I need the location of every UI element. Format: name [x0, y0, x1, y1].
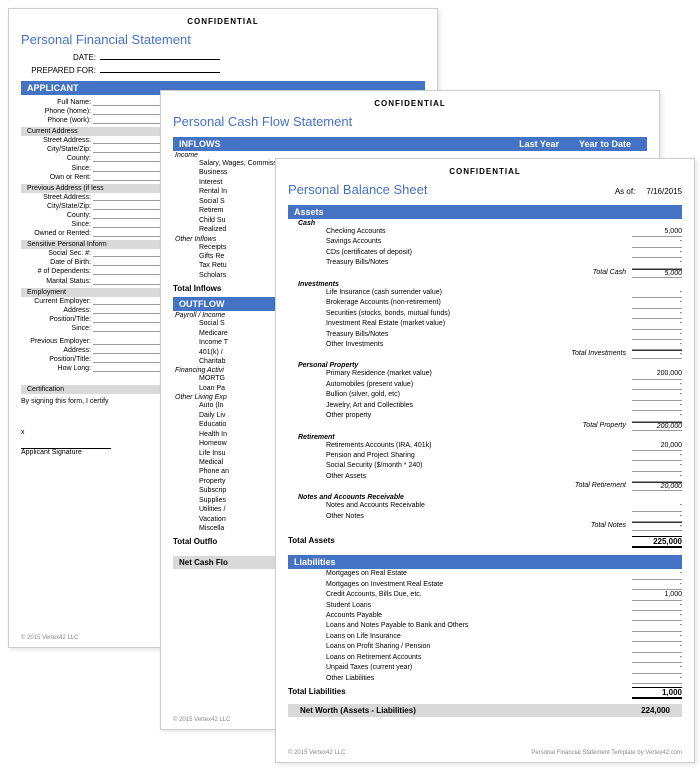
confidential-label: CONFIDENTIAL	[161, 91, 659, 110]
line-item[interactable]: Social Security ($/month * 240)-	[276, 461, 694, 471]
line-item[interactable]: Pension and Project Sharing-	[276, 451, 694, 461]
retirement-subsection: Retirement	[276, 433, 694, 441]
prepared-for-field[interactable]: PREPARED FOR:	[9, 64, 437, 77]
total-assets: Total Assets225,000	[276, 533, 694, 551]
liabilities-header: Liabilities	[288, 555, 682, 569]
property-subsection: Personal Property	[276, 361, 694, 369]
total-liabilities: Total Liabilities1,000	[276, 684, 694, 702]
line-item[interactable]: Jewelry, Art and Collectibles-	[276, 401, 694, 411]
total-cash: Total Cash5,000	[276, 269, 694, 280]
cash-subsection: Cash	[276, 219, 694, 227]
line-item[interactable]: Bullion (silver, gold, etc)-	[276, 390, 694, 400]
line-item[interactable]: Retirements Accounts (IRA, 401k)20,000	[276, 441, 694, 451]
net-worth: Net Worth (Assets - Liabilities)224,000	[288, 704, 682, 717]
balance-sheet-page: CONFIDENTIAL Personal Balance Sheet As o…	[275, 158, 695, 763]
confidential-label: CONFIDENTIAL	[9, 9, 437, 28]
line-item[interactable]: Mortgages on Investment Real Estate-	[276, 580, 694, 590]
inflows-header: INFLOWS Last Year Year to Date	[173, 137, 647, 151]
page-title: Personal Balance Sheet As of: 7/16/2015	[276, 178, 694, 201]
investments-subsection: Investments	[276, 280, 694, 288]
line-item[interactable]: Other Assets-	[276, 472, 694, 482]
line-item[interactable]: Investment Real Estate (market value)-	[276, 319, 694, 329]
line-item[interactable]: Student Loans-	[276, 601, 694, 611]
total-retirement: Total Retirement20,000	[276, 482, 694, 493]
line-item[interactable]: Other property-	[276, 411, 694, 421]
line-item[interactable]: Treasury Bills/Notes-	[276, 258, 694, 268]
line-item[interactable]: Loans on Life Insurance-	[276, 632, 694, 642]
line-item[interactable]: Loans on Retirement Accounts-	[276, 653, 694, 663]
confidential-label: CONFIDENTIAL	[276, 159, 694, 178]
line-item[interactable]: Securities (stocks, bonds, mutual funds)…	[276, 309, 694, 319]
line-item[interactable]: CDs (certificates of deposit)-	[276, 248, 694, 258]
line-item[interactable]: Notes and Accounts Receivable-	[276, 501, 694, 511]
line-item[interactable]: Brokerage Accounts (non-retirement)-	[276, 298, 694, 308]
total-notes: Total Notes-	[276, 522, 694, 533]
line-item[interactable]: Mortgages on Real Estate-	[276, 569, 694, 579]
line-item[interactable]: Savings Accounts-	[276, 237, 694, 247]
line-item[interactable]: Loans on Profit Sharing / Pension-	[276, 642, 694, 652]
line-item[interactable]: Primary Residence (market value)200,000	[276, 369, 694, 379]
date-field[interactable]: DATE:	[9, 51, 437, 64]
footer: © 2015 Vertex42 LLCPersonal Financial St…	[288, 750, 682, 756]
line-item[interactable]: Automobiles (present value)-	[276, 380, 694, 390]
notes-subsection: Notes and Accounts Receivable	[276, 493, 694, 501]
page-title: Personal Cash Flow Statement	[161, 110, 659, 133]
line-item[interactable]: Other Investments-	[276, 340, 694, 350]
line-item[interactable]: Unpaid Taxes (current year)-	[276, 663, 694, 673]
line-item[interactable]: Life Insurance (cash surrender value)-	[276, 288, 694, 298]
total-investments: Total Investments-	[276, 350, 694, 361]
total-property: Total Property200,000	[276, 422, 694, 433]
line-item[interactable]: Other Liabilities-	[276, 674, 694, 684]
line-item[interactable]: Credit Accounts, Bills Due, etc.1,000	[276, 590, 694, 600]
assets-header: Assets	[288, 205, 682, 219]
line-item[interactable]: Other Notes-	[276, 512, 694, 522]
line-item[interactable]: Accounts Payable-	[276, 611, 694, 621]
page-title: Personal Financial Statement	[9, 28, 437, 51]
line-item[interactable]: Loans and Notes Payable to Bank and Othe…	[276, 621, 694, 631]
line-item[interactable]: Treasury Bills/Notes-	[276, 330, 694, 340]
line-item[interactable]: Checking Accounts5,000	[276, 227, 694, 237]
